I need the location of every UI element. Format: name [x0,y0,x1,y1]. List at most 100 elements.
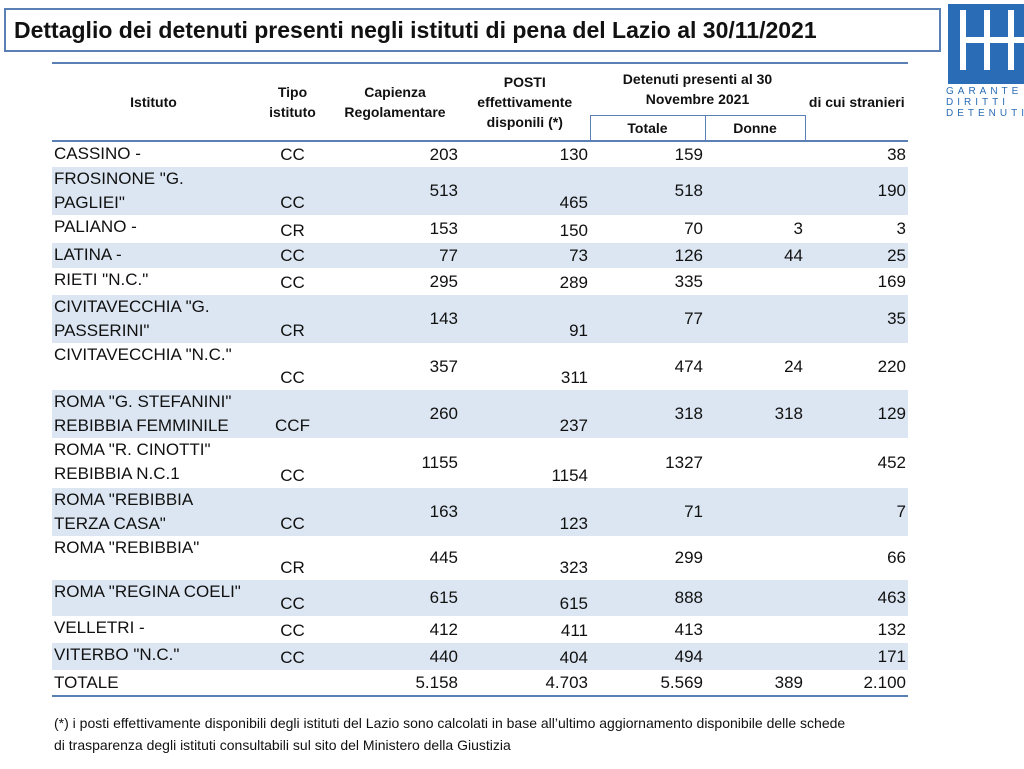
logo-text: GARANTE [946,86,1023,97]
table-cell: 150 [559,221,588,240]
table-cell: CC [255,580,330,616]
table-cell: ROMA "REBIBBIA" [52,536,255,580]
table-cell: 513 [330,167,460,215]
table-cell [705,616,805,643]
table-cell: 318 [705,390,805,438]
table-cell: 129 [805,390,908,438]
table-cell: 190 [805,167,908,215]
table-cell: 1327 [665,453,703,472]
table-cell: 474 [674,356,703,376]
table-cell: 299 [674,548,703,567]
total-cell: 2.100 [863,672,906,692]
footnote-line: di trasparenza degli istituti consultabi… [54,737,511,753]
table-cell: 615 [330,580,460,616]
name-line: CIVITAVECCHIA "N.C." [54,345,232,364]
subheader-cell: Totale [589,114,706,141]
logo: GARANTE DIRITTI DETENUTI [946,4,1024,116]
table-cell: 412 [429,619,458,639]
table-cell: CR [280,221,305,240]
table-row: FROSINONE "G. PAGLIEI" CC 513 465 518 190 [52,167,908,215]
table-cell: 295 [429,271,458,291]
table-row: RIETI "N.C." CC 295 289 335 169 [52,268,908,295]
table-cell: ROMA "R. CINOTTI" REBIBBIA N.C.1 [52,438,255,488]
table-cell: 70 [684,219,703,238]
table-row: CIVITAVECCHIA "N.C." CC 357 311 474 24 220 [52,343,908,390]
table-row: ROMA "R. CINOTTI" REBIBBIA N.C.1 CC 1155 115… [52,438,908,488]
table-cell: 237 [460,390,590,438]
table-cell: 169 [877,271,906,291]
name-line: ROMA "R. CINOTTI" [54,440,211,459]
table-cell: 445 [429,548,458,567]
table-cell: 38 [887,144,906,164]
table-cell: 318 [590,390,705,438]
table-cell: 335 [674,271,703,291]
title: Dettaglio dei detenuti presenti negli is… [4,8,941,52]
table-cell: 91 [460,295,590,343]
name-line: ROMA "REBIBBIA" [54,538,200,557]
table-cell: 203 [429,144,458,164]
total-cell: TOTALE [54,672,119,692]
table-cell: 159 [674,144,703,164]
table-cell [705,141,805,167]
header-cell: Tipo istituto [269,84,316,120]
total-cell: 4.703 [545,672,588,692]
table-row: CASSINO - CC 203 130 159 38 [52,141,908,167]
name-line: VELLETRI - [54,618,145,637]
name-line: VITERBO "N.C." [54,645,180,664]
table-cell: VELLETRI - [52,616,255,643]
table-cell: FROSINONE "G. PAGLIEI" [52,167,255,215]
table-cell: CIVITAVECCHIA "G. PASSERINI" [52,295,255,343]
table-row: LATINA - CC 77 73 126 44 25 [52,243,908,268]
table-cell: 77 [330,243,460,268]
table-cell: 440 [330,643,460,670]
header-cell: Istituto [130,94,177,110]
table-cell: PALIANO - [52,215,255,243]
table-cell: 66 [887,548,906,567]
total-cell: 5.569 [660,672,703,692]
table-cell: CC [255,243,330,268]
footnote: (*) i posti effettivamente disponibili d… [54,712,845,756]
table-cell: CC [280,466,305,485]
name-line: CIVITAVECCHIA "G. [54,297,210,316]
table-cell: CCF [255,390,330,438]
table-cell: CC [280,145,305,164]
name-line: REBIBBIA FEMMINILE [54,416,229,435]
table: Istituto Tipo istituto Capienza Regolame… [52,62,908,697]
total-cell [255,670,330,696]
subheader-cell: Donne [704,114,806,141]
table-cell: 465 [460,167,590,215]
table-cell: 130 [559,145,588,164]
table-cell: 615 [460,580,590,616]
header-cell: Capienza Regolamentare [344,84,446,120]
table-cell [705,580,805,616]
table-cell [705,295,805,343]
table-cell [705,643,805,670]
table-cell: CC [280,368,305,387]
table-cell: RIETI "N.C." [52,268,255,295]
table-cell: CASSINO - [52,141,255,167]
table-cell: 463 [805,580,908,616]
name-line: ROMA "G. STEFANINI" [54,392,232,411]
table-cell: 71 [590,488,705,536]
table-cell: 153 [429,219,458,238]
table-cell: 311 [560,368,588,387]
table-cell: CC [255,488,330,536]
logo-mark [948,4,1024,84]
table-cell: 24 [784,356,803,376]
table-cell: 126 [590,243,705,268]
name-line: PALIANO - [54,217,137,236]
table-cell: 132 [877,619,906,639]
table-cell: 77 [590,295,705,343]
name-line: PAGLIEI" [54,193,125,212]
header-cell: di cui stranieri [808,94,905,110]
table-cell: 518 [590,167,705,215]
table-cell: CR [255,295,330,343]
name-line: CASSINO - [54,144,141,163]
table-cell: 413 [674,619,703,639]
name-line: ROMA "REGINA COELI" [54,582,241,601]
table-cell: CC [280,273,305,292]
name-line: TERZA CASA" [54,514,166,533]
table-cell: 357 [429,356,458,376]
table-row: ROMA "REGINA COELI" CC 615 615 888 463 [52,580,908,616]
